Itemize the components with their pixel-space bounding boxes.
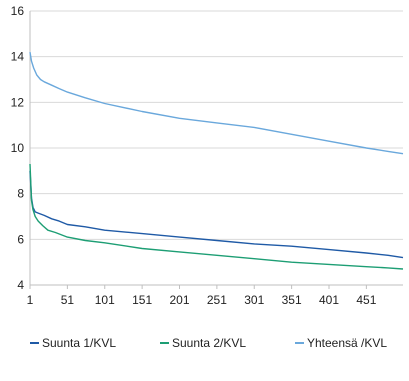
series-line-2 — [29, 163, 404, 270]
series-line-3 — [29, 51, 404, 155]
gridlines — [30, 10, 403, 240]
legend-label-3: Yhteensä /KVL — [307, 336, 387, 350]
x-tick-label: 351 — [282, 293, 302, 307]
axes — [29, 11, 403, 289]
y-tick-label: 4 — [17, 278, 24, 292]
legend-label-1: Suunta 1/KVL — [42, 336, 116, 350]
x-axis-ticks: 1 51 101 151 201 251 301 351 401 451 — [27, 293, 377, 307]
series-line-1 — [29, 170, 404, 259]
y-tick-label: 16 — [11, 4, 25, 18]
x-tick-label: 451 — [356, 293, 376, 307]
series-lines — [29, 51, 404, 270]
x-tick-label: 401 — [319, 293, 339, 307]
legend: Suunta 1/KVL Suunta 2/KVL Yhteensä /KVL — [30, 336, 387, 350]
y-tick-label: 12 — [11, 95, 25, 109]
x-tick-label: 201 — [169, 293, 189, 307]
x-tick-label: 1 — [27, 293, 34, 307]
x-tick-label: 301 — [244, 293, 264, 307]
y-tick-label: 14 — [11, 50, 25, 64]
y-axis-ticks: 4 6 8 10 12 14 16 — [11, 4, 25, 292]
x-tick-label: 101 — [95, 293, 115, 307]
x-tick-label: 51 — [61, 293, 75, 307]
legend-label-2: Suunta 2/KVL — [172, 336, 246, 350]
x-tick-label: 151 — [132, 293, 152, 307]
y-tick-label: 8 — [17, 187, 24, 201]
x-tick-label: 251 — [207, 293, 227, 307]
y-tick-label: 6 — [17, 232, 24, 246]
y-tick-label: 10 — [11, 141, 25, 155]
